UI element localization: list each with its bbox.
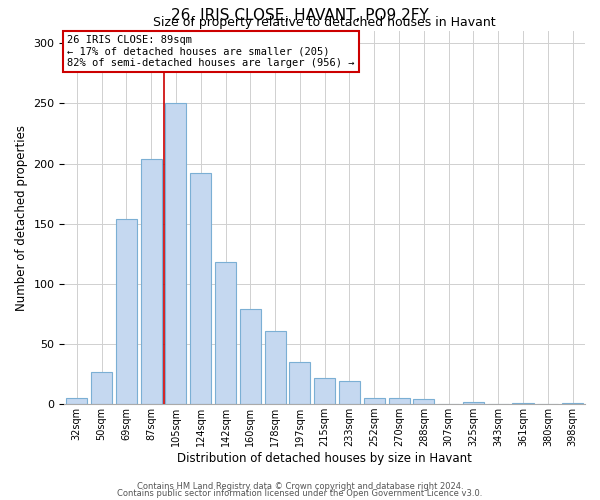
Bar (512, 403, 533, 404)
Bar (116, 219, 137, 404)
Y-axis label: Number of detached properties: Number of detached properties (15, 124, 28, 310)
Bar (314, 378, 335, 404)
Bar (265, 331, 286, 404)
Bar (91, 372, 112, 404)
Bar (339, 382, 360, 404)
Bar (66, 398, 88, 404)
Bar (562, 403, 583, 404)
Bar (289, 362, 310, 404)
Bar (463, 402, 484, 404)
Text: 26, IRIS CLOSE, HAVANT, PO9 2FY: 26, IRIS CLOSE, HAVANT, PO9 2FY (171, 8, 429, 22)
Bar (166, 104, 187, 404)
Bar (215, 262, 236, 404)
Bar (140, 158, 162, 404)
Bar (190, 173, 211, 404)
Bar (240, 309, 261, 404)
Bar (364, 398, 385, 404)
Bar (413, 400, 434, 404)
Text: Contains HM Land Registry data © Crown copyright and database right 2024.: Contains HM Land Registry data © Crown c… (137, 482, 463, 491)
Title: Size of property relative to detached houses in Havant: Size of property relative to detached ho… (154, 16, 496, 28)
Text: Contains public sector information licensed under the Open Government Licence v3: Contains public sector information licen… (118, 489, 482, 498)
Bar (389, 398, 410, 404)
Text: 26 IRIS CLOSE: 89sqm
← 17% of detached houses are smaller (205)
82% of semi-deta: 26 IRIS CLOSE: 89sqm ← 17% of detached h… (67, 35, 355, 68)
X-axis label: Distribution of detached houses by size in Havant: Distribution of detached houses by size … (177, 452, 472, 465)
